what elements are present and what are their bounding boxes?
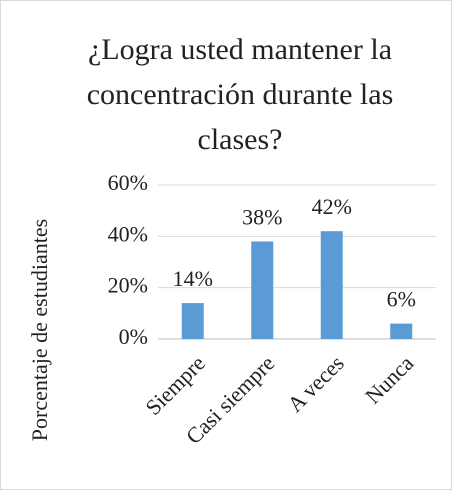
bar — [181, 303, 204, 339]
data-label: 42% — [312, 194, 352, 219]
x-tick-label: Nunca — [360, 350, 418, 408]
x-tick-label: A veces — [282, 350, 348, 416]
y-axis-label: Porcentaje de estudiantes — [27, 219, 52, 441]
bar — [251, 241, 274, 339]
data-label: 14% — [173, 266, 213, 291]
x-tick-label: Siempre — [140, 350, 210, 420]
chart-title: ¿Logra usted mantener la concentración d… — [86, 33, 394, 156]
y-tick-label: 60% — [108, 170, 148, 195]
y-tick-label: 20% — [108, 273, 148, 298]
data-label: 38% — [242, 205, 282, 230]
data-label: 6% — [387, 287, 416, 312]
bar — [390, 323, 413, 339]
y-tick-label: 40% — [108, 221, 148, 246]
bar — [320, 231, 343, 339]
y-tick-label: 0% — [119, 324, 148, 349]
